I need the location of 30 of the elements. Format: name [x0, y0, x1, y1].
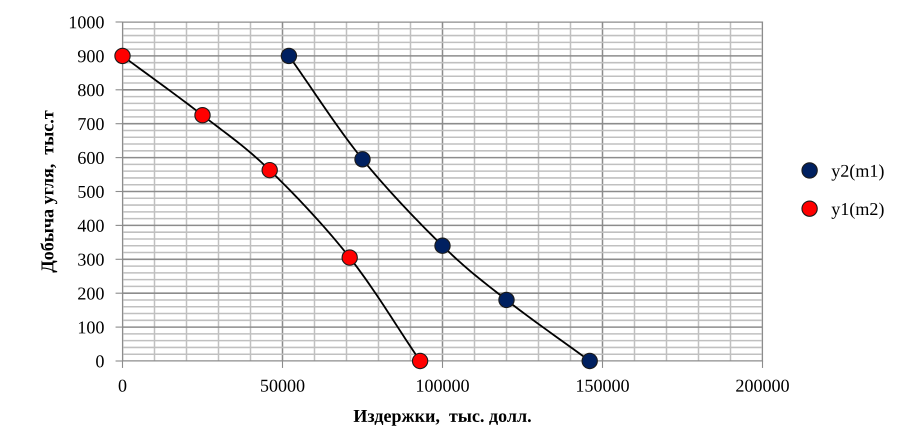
- point: [412, 352, 428, 370]
- point: [342, 249, 358, 266]
- point: [354, 151, 371, 168]
- y-tick-label: 700: [78, 118, 104, 130]
- x-tick-label: 100000: [417, 380, 469, 392]
- y-tick-label: 100: [78, 321, 104, 334]
- point: [262, 162, 278, 178]
- y-tick-label: 0: [96, 355, 104, 368]
- legend-label: y2(m1): [831, 164, 884, 181]
- y-tick-label: 300: [78, 254, 104, 266]
- y-tick-label: 800: [78, 84, 104, 96]
- y-tick-label: 500: [78, 186, 104, 198]
- y-tick-label: 200: [78, 287, 104, 300]
- y-tick-label: 1000: [70, 16, 104, 28]
- x-tick-label: 200000: [736, 380, 789, 392]
- legend-label: y1(m2): [831, 202, 884, 219]
- x-tick-label: 0: [118, 380, 126, 392]
- y-tick-label: 900: [78, 50, 104, 62]
- point: [114, 48, 131, 64]
- x-tick-label: 50000: [260, 380, 304, 392]
- point: [434, 238, 451, 254]
- point: [498, 292, 515, 308]
- x-axis-title: Издержки, тыс. долл.: [354, 410, 531, 426]
- y-axis-title: Добыча угля, тыс.т: [40, 110, 58, 273]
- point: [194, 107, 211, 124]
- point: [582, 352, 598, 370]
- point: [280, 48, 298, 64]
- x-tick-label: 150000: [577, 380, 629, 392]
- y-tick-label: 600: [78, 152, 104, 164]
- y-tick-label: 400: [78, 220, 104, 232]
